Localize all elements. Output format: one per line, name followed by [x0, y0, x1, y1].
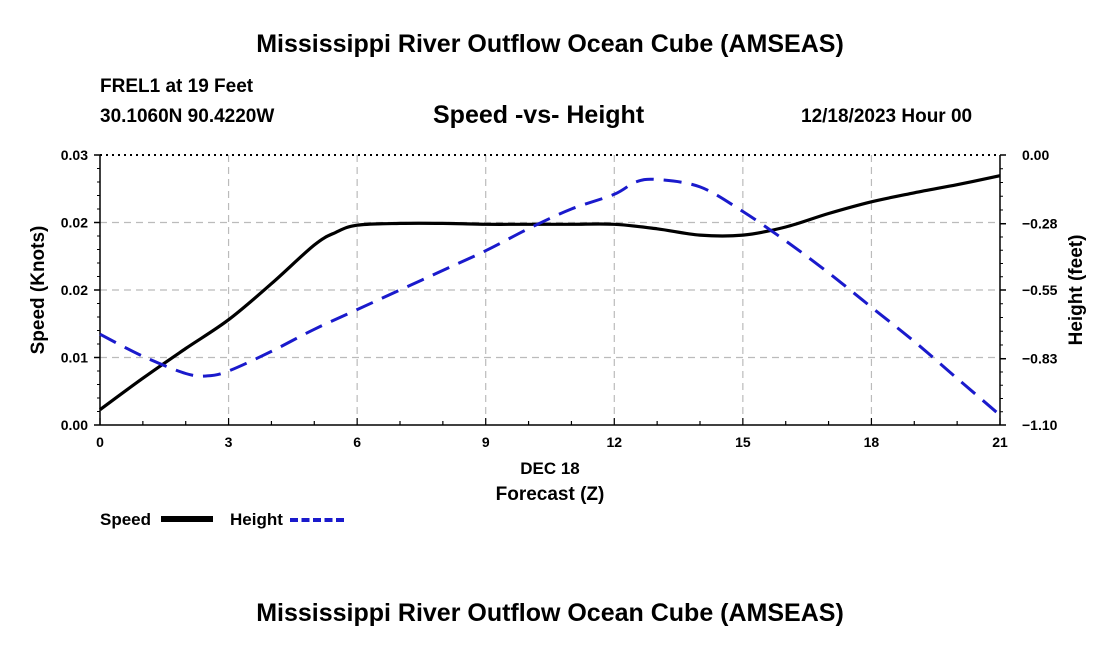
series-line-height: [99, 177, 1001, 417]
legend-speed-label: Speed: [100, 510, 152, 529]
x-tick-label: 18: [864, 434, 880, 450]
x-tick-label: 6: [353, 434, 361, 450]
x-axis-label: Forecast (Z): [495, 484, 605, 505]
legend-height-swatch: [290, 518, 344, 522]
y-axis-label: Speed (Knots): [28, 226, 49, 355]
chart-title: Speed -vs- Height: [433, 101, 645, 129]
y2-tick-label: −0.28: [1022, 216, 1058, 232]
page-title: Mississippi River Outflow Ocean Cube (AM…: [256, 30, 844, 58]
legend-height-label: Height: [230, 510, 283, 529]
y-tick-label: 0.03: [61, 147, 88, 163]
y2-tick-label: 0.00: [1022, 147, 1049, 163]
footer-title: Mississippi River Outflow Ocean Cube (AM…: [256, 599, 844, 627]
grid: [100, 155, 1000, 425]
x-tick-label: 9: [482, 434, 490, 450]
y-tick-label: 0.02: [61, 282, 88, 298]
x-tick-label: 21: [992, 434, 1008, 450]
forecast-date: 12/18/2023 Hour 00: [801, 106, 973, 127]
axes: 0 3 6 9 12 15 18 21 0.00 0.01 0.02 0.02 0.03 −1.10 −0.…: [61, 147, 1058, 450]
series-line-speed: [99, 174, 1001, 411]
legend-speed-swatch: [161, 516, 213, 522]
y2-tick-label: −1.10: [1022, 417, 1058, 433]
y-tick-label: 0.02: [61, 215, 88, 231]
x-date-label: DEC 18: [520, 459, 580, 478]
x-tick-label: 3: [225, 434, 233, 450]
x-tick-label: 12: [606, 434, 622, 450]
x-tick-label: 0: [96, 434, 104, 450]
y2-tick-label: −0.55: [1022, 282, 1058, 298]
y-tick-label: 0.01: [61, 350, 88, 366]
y2-axis-label: Height (feet): [1066, 235, 1087, 346]
series-layer: [99, 174, 1001, 417]
station-name: FREL1 at 19 Feet: [100, 76, 254, 97]
y2-tick-label: −0.83: [1022, 351, 1058, 367]
station-coords: 30.1060N 90.4220W: [100, 106, 275, 127]
y-tick-label: 0.00: [61, 417, 88, 433]
x-tick-label: 15: [735, 434, 751, 450]
